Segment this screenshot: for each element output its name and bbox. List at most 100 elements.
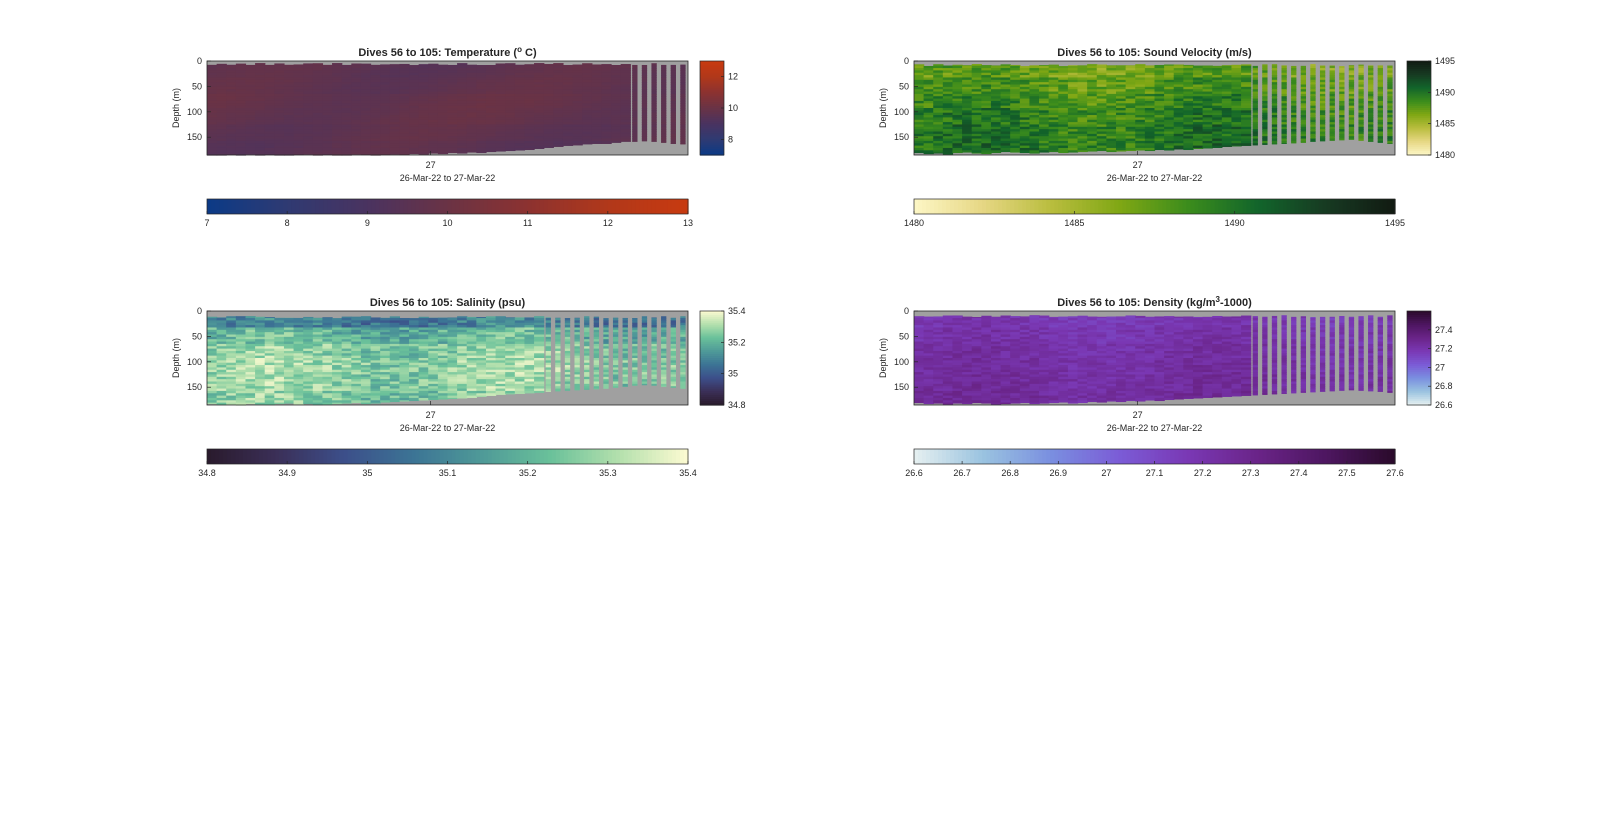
heatmap-cell [1154, 103, 1165, 107]
heatmap-cell [1387, 124, 1393, 128]
heatmap-cell [399, 98, 410, 102]
heatmap-cell [1116, 103, 1127, 107]
heatmap-cell [651, 91, 657, 95]
heatmap-cell [370, 64, 381, 67]
heatmap-cell [971, 150, 982, 154]
heatmap-cell [1116, 126, 1127, 130]
heatmap-cell [534, 103, 545, 107]
heatmap-cell [418, 320, 429, 324]
heatmap-cell [409, 358, 420, 361]
heatmap-cell [1010, 100, 1021, 104]
heatmap-cell [1039, 100, 1050, 104]
heatmap-cell [1019, 129, 1031, 133]
heatmap-cell [255, 117, 266, 121]
heatmap-cell [360, 65, 372, 69]
heatmap-cell [1281, 129, 1287, 133]
heatmap-cell [990, 108, 1002, 111]
heatmap-cell [1125, 122, 1136, 126]
heatmap-cell [283, 133, 295, 137]
heatmap-cell [1348, 138, 1355, 140]
heatmap-cell [216, 77, 227, 81]
heatmap-cell [1300, 65, 1307, 69]
heatmap-cell [457, 145, 468, 149]
heatmap-cell [389, 108, 400, 111]
heatmap-cell [1329, 103, 1335, 107]
heatmap-cell [620, 96, 631, 100]
heatmap-cell [933, 91, 944, 95]
heatmap-cell [341, 379, 352, 383]
heatmap-cell [341, 84, 352, 88]
heatmap-cell [216, 350, 227, 354]
heatmap-cell [582, 75, 593, 79]
heatmap-cell [1281, 79, 1287, 83]
heatmap-cell [283, 84, 295, 88]
heatmap-cell [1144, 110, 1156, 114]
heatmap-cell [1271, 140, 1278, 144]
heatmap-cell [389, 96, 400, 100]
heatmap-cell [380, 353, 391, 357]
heatmap-cell [1019, 126, 1031, 130]
colorbar-segment [1318, 199, 1324, 214]
heatmap-cell [245, 136, 256, 140]
heatmap-cell [591, 100, 603, 104]
heatmap-cell [1029, 124, 1040, 128]
heatmap-cell [582, 129, 593, 133]
heatmap-cell [1000, 64, 1011, 67]
heatmap-cell [1358, 136, 1364, 140]
heatmap-cell [1300, 122, 1307, 126]
heatmap-cell [562, 136, 574, 140]
heatmap-cell [1387, 140, 1393, 144]
colorbar-segment [700, 151, 724, 154]
heatmap-cell [1154, 108, 1165, 111]
heatmap-cell [1300, 79, 1307, 83]
colorbar-segment [1382, 199, 1388, 214]
heatmap-cell [641, 108, 648, 111]
heatmap-cell [245, 124, 256, 128]
heatmap-cell [245, 79, 256, 83]
heatmap-cell [1358, 64, 1364, 67]
heatmap-cell [933, 129, 944, 133]
y-tick-label: 0 [197, 56, 202, 66]
heatmap-cell [293, 93, 304, 97]
heatmap-cell [274, 140, 285, 144]
heatmap-cell [293, 96, 304, 100]
heatmap-cell [651, 126, 657, 130]
heatmap-cell [447, 138, 458, 142]
heatmap-cell [476, 89, 487, 93]
heatmap-cell [466, 129, 477, 133]
heatmap-cell [1377, 75, 1383, 79]
heatmap-cell [360, 325, 372, 329]
heatmap-cell [428, 334, 439, 338]
heatmap-cell [1154, 64, 1165, 67]
heatmap-cell [312, 353, 324, 357]
heatmap-cell [274, 400, 285, 404]
heatmap-cell [457, 91, 468, 95]
heatmap-cell [1077, 150, 1088, 153]
heatmap-cell [962, 100, 973, 104]
heatmap-cell [293, 320, 304, 324]
colorbar-segment [1407, 129, 1431, 133]
heatmap-cell [466, 75, 477, 79]
heatmap-cell [914, 129, 925, 133]
heatmap-cell [914, 79, 925, 83]
heatmap-cell [274, 365, 285, 368]
heatmap-cell [1058, 145, 1069, 149]
colorbar-segment [700, 125, 724, 129]
heatmap-cell [418, 110, 429, 114]
heatmap-cell [572, 98, 583, 102]
heatmap-cell [466, 98, 477, 102]
heatmap-cell [1048, 129, 1059, 133]
heatmap-cell [418, 93, 429, 97]
heatmap-cell [611, 72, 622, 76]
heatmap-cell [264, 147, 275, 151]
heatmap-cell [1358, 110, 1364, 114]
heatmap-cell [226, 346, 237, 350]
heatmap-cell [1173, 79, 1184, 83]
heatmap-cell [312, 70, 324, 74]
heatmap-cell [255, 395, 266, 399]
heatmap-cell [1058, 72, 1069, 76]
heatmap-cell [207, 64, 218, 67]
heatmap-cell [1221, 133, 1233, 137]
heatmap-cell [1039, 93, 1050, 97]
heatmap-cell [341, 152, 352, 156]
